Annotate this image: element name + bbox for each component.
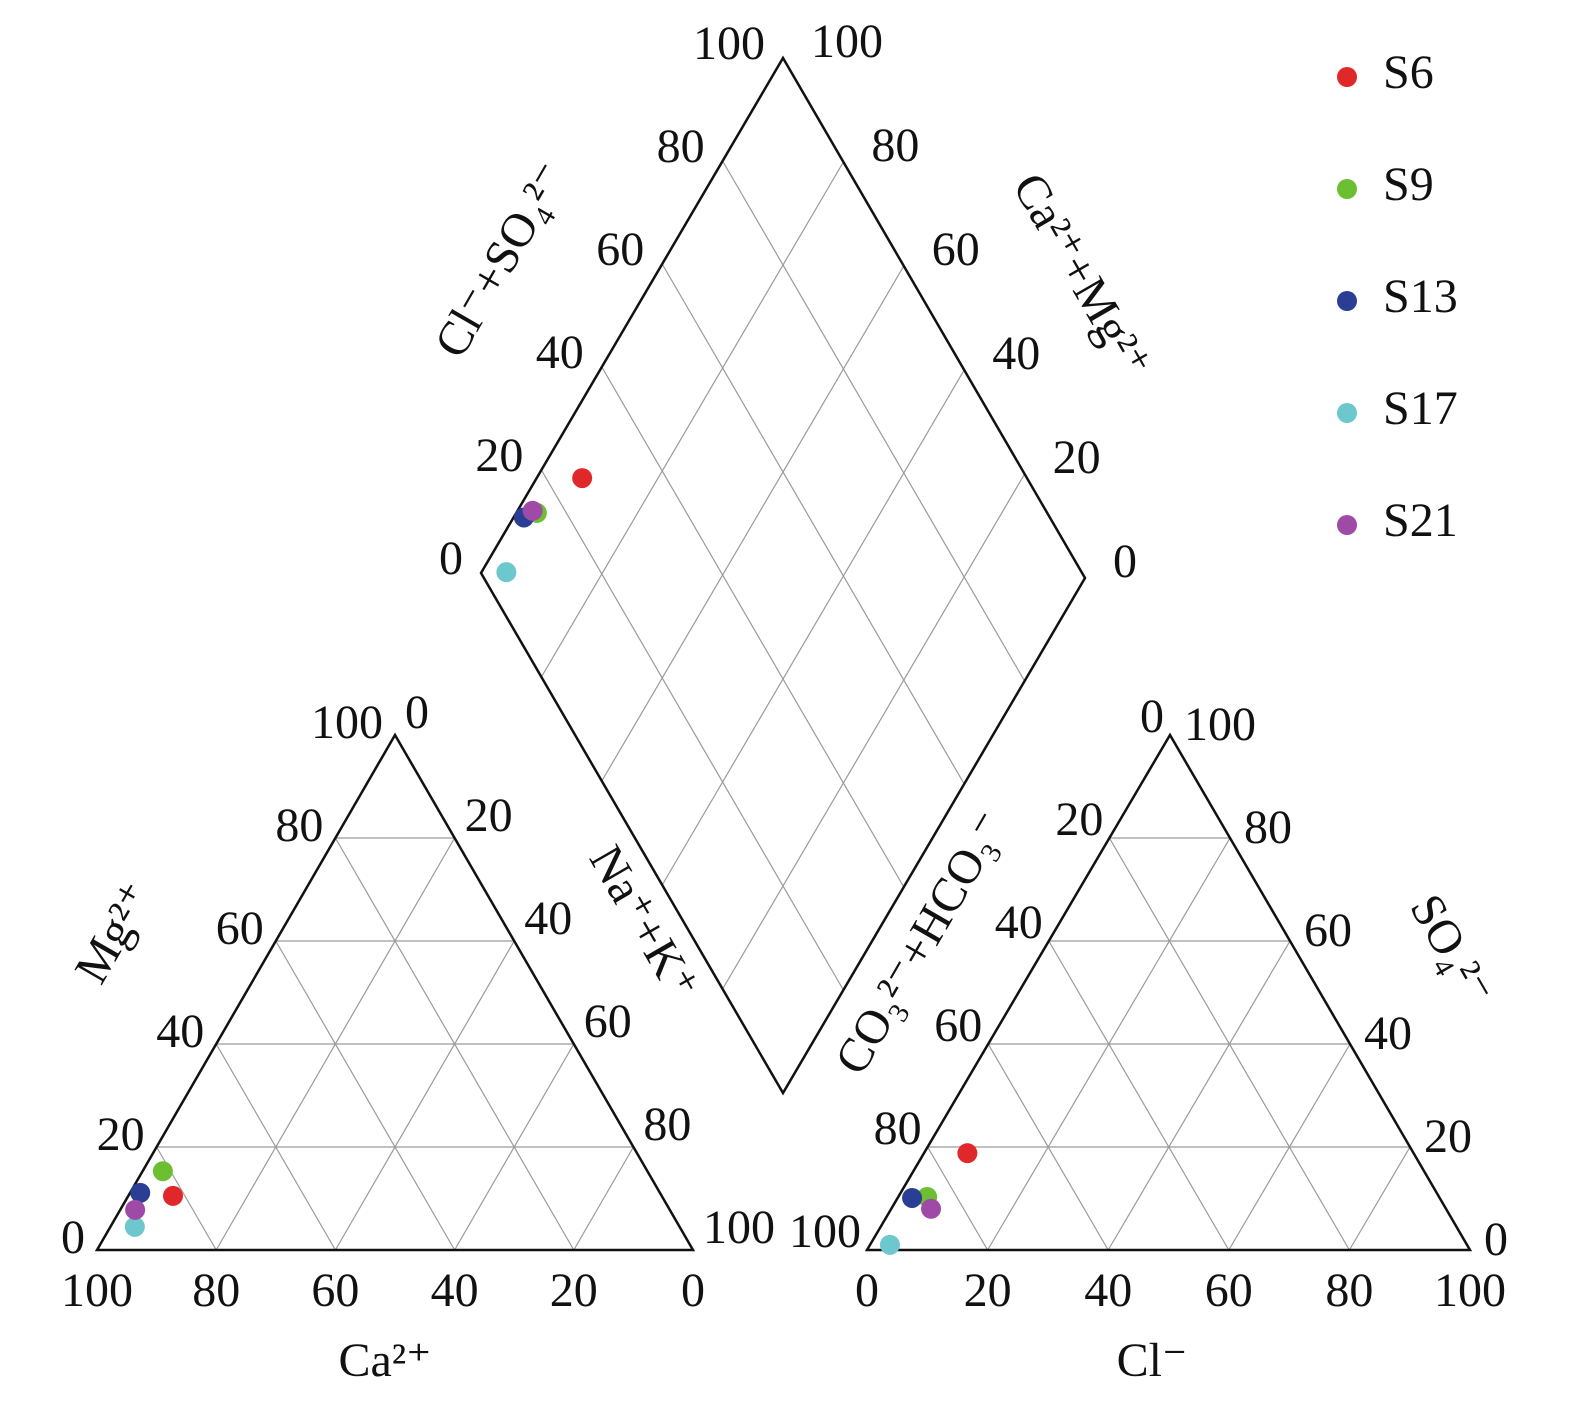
legend-marker [1337,67,1357,87]
grid-line [987,1043,1109,1251]
tick-label: 80 [874,1102,922,1155]
tick-label: 20 [1055,793,1103,846]
grid-line [540,469,844,991]
tick-label: 0 [1484,1213,1508,1266]
grid-line [722,473,1026,990]
tick-label: 80 [871,119,919,172]
sample-point [902,1187,923,1208]
tick-label: 0 [61,1211,85,1264]
grid-line [722,160,1026,682]
legend-marker [1337,403,1357,423]
tick-label: 60 [584,995,632,1048]
tick-label: 20 [964,1264,1012,1317]
tick-label: 0 [405,686,429,739]
tick-label: 20 [550,1264,598,1317]
sample-point [921,1198,942,1219]
tick-label: 40 [524,892,572,945]
grid-line [540,161,844,678]
tick-label: 20 [97,1108,145,1161]
tick-label: 100 [789,1205,861,1258]
legend-label: S17 [1383,382,1458,435]
sample-point [522,500,543,521]
tick-label: 100 [811,15,883,68]
tick-label: 20 [465,789,513,842]
tick-label: 40 [992,327,1040,380]
tick-label: 60 [596,223,644,276]
tick-label: 80 [275,799,323,852]
legend-label: S21 [1383,494,1458,547]
sample-point [152,1161,173,1182]
frame-edge [864,732,1473,1252]
tick-label: 40 [431,1264,479,1317]
sample-point [957,1143,978,1164]
tick-label: 60 [311,1264,359,1317]
grid-line [334,940,515,1251]
sample-point [125,1199,146,1220]
tick-label: 60 [216,902,264,955]
tick-label: 100 [311,696,383,749]
tick-label: 100 [61,1264,133,1317]
sample-point [130,1182,151,1203]
tick-label: 80 [1244,801,1292,854]
legend-label: S13 [1383,270,1458,323]
grid-line [601,265,905,782]
axis-title: Ca²⁺ [338,1334,431,1387]
tick-label: 100 [703,1201,775,1254]
tick-label: 0 [855,1264,879,1317]
legend-marker [1337,179,1357,199]
axis-title: Cl⁻ [1117,1334,1188,1387]
legend-marker [1337,291,1357,311]
sample-point [572,468,593,489]
sample-point [162,1185,183,1206]
tick-label: 80 [657,120,705,173]
legend-label: S6 [1383,46,1434,99]
tick-label: 40 [995,896,1043,949]
grid-line [454,1043,575,1251]
tick-label: 60 [1205,1264,1253,1317]
frame-edge [479,55,1087,1096]
tick-label: 40 [1364,1007,1412,1060]
grid-line [661,263,965,785]
tick-label: 20 [1424,1110,1472,1163]
tick-label: 20 [1053,431,1101,484]
grid-line [275,940,456,1251]
tick-label: 80 [643,1098,691,1151]
frame-edge [94,732,696,1252]
grid-line [1228,1043,1351,1251]
tick-label: 0 [1113,535,1137,588]
grid-line [573,1146,634,1251]
grid-line [215,1043,336,1251]
legend-marker [1337,515,1357,535]
tick-label: 100 [1434,1264,1506,1317]
grid-line [601,366,905,888]
tick-label: 60 [1304,904,1352,957]
tick-label: 40 [156,1005,204,1058]
sample-point [496,562,517,583]
tick-label: 20 [475,429,523,482]
tick-label: 60 [932,223,980,276]
tick-label: 40 [1084,1264,1132,1317]
sample-point [879,1234,900,1255]
tick-label: 40 [536,326,584,379]
axis-title: Mg²⁺ [65,873,164,992]
tick-label: 0 [1140,690,1164,743]
axis-title: SO₄²⁻ [1399,885,1504,1014]
grid-line [1348,1146,1411,1251]
tick-label: 100 [1184,698,1256,751]
sample-point [124,1216,145,1237]
legend-label: S9 [1383,158,1434,211]
tick-label: 60 [934,999,982,1052]
tick-label: 100 [693,17,765,70]
grid-line [661,369,965,886]
grid-line [1048,940,1230,1251]
axis-title: Na⁺+K⁺ [579,837,709,1009]
grid-line [1107,940,1291,1251]
tick-label: 80 [192,1264,240,1317]
grid-line [927,1146,989,1251]
tick-label: 0 [439,532,463,585]
tick-label: 80 [1325,1264,1373,1317]
tick-label: 0 [681,1264,705,1317]
